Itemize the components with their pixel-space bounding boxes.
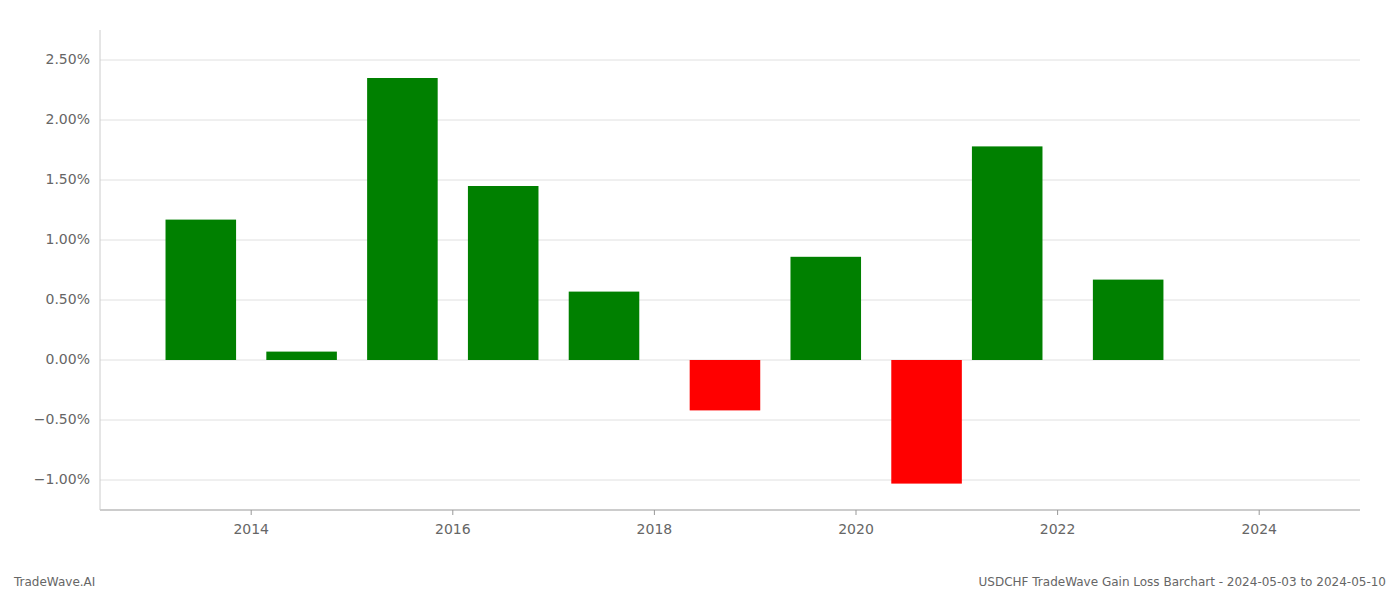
bar [1093, 280, 1164, 360]
bar [266, 352, 337, 360]
grid-line [100, 120, 1360, 121]
bar [972, 146, 1043, 360]
x-tick [856, 510, 857, 515]
x-tick-label: 2020 [838, 521, 874, 537]
bar [367, 78, 438, 360]
x-axis-line [100, 510, 1360, 511]
chart: −1.00% −0.50% 0.00% 0.50% 1.00% 1.50% 2.00% 2.5… [0, 0, 1400, 600]
y-tick-label: 2.00% [46, 111, 90, 127]
y-tick-label: −1.00% [34, 471, 90, 487]
x-tick-label: 2022 [1040, 521, 1076, 537]
bar [891, 360, 962, 484]
x-tick-label: 2024 [1241, 521, 1277, 537]
y-axis: −1.00% −0.50% 0.00% 0.50% 1.00% 1.50% 2.00% 2.5… [34, 51, 90, 487]
grid [100, 60, 1360, 480]
y-tick-label: 0.00% [46, 351, 90, 367]
y-tick-label: 0.50% [46, 291, 90, 307]
grid-line [100, 180, 1360, 181]
footer-right: USDCHF TradeWave Gain Loss Barchart - 20… [979, 575, 1386, 589]
x-tick [1057, 510, 1058, 515]
y-axis-line [100, 30, 101, 510]
bar [790, 257, 861, 360]
bar [166, 220, 237, 360]
x-axis: 2014 2016 2018 2020 2022 2024 [233, 510, 1277, 537]
y-tick-label: 1.50% [46, 171, 90, 187]
y-tick-label: 1.00% [46, 231, 90, 247]
footer-left: TradeWave.AI [13, 575, 95, 589]
bar [468, 186, 539, 360]
grid-line [100, 240, 1360, 241]
x-tick [1259, 510, 1260, 515]
y-tick-label: −0.50% [34, 411, 90, 427]
grid-line [100, 420, 1360, 421]
bars [166, 78, 1164, 484]
x-tick-label: 2014 [233, 521, 269, 537]
x-tick-label: 2016 [435, 521, 471, 537]
y-tick-label: 2.50% [46, 51, 90, 67]
bar [690, 360, 761, 410]
bar [569, 292, 640, 360]
grid-line [100, 300, 1360, 301]
x-tick [654, 510, 655, 515]
x-tick-label: 2018 [637, 521, 673, 537]
grid-line [100, 480, 1360, 481]
grid-line [100, 60, 1360, 61]
x-tick [251, 510, 252, 515]
x-tick [452, 510, 453, 515]
